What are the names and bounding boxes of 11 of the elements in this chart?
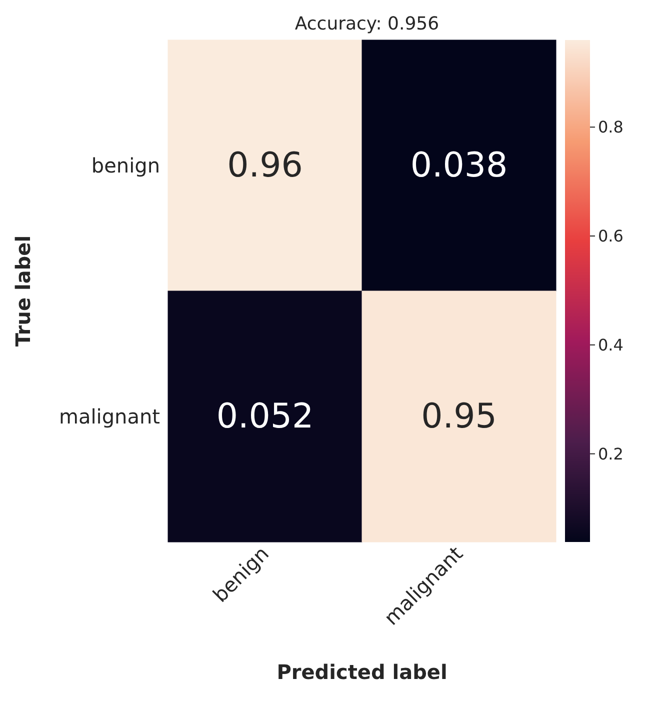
data-label: 0.95: [421, 396, 497, 436]
data-label: 0.96: [227, 146, 303, 186]
color-bar-label: 0.8: [598, 118, 624, 137]
chart-title: Accuracy: 0.956: [294, 14, 440, 34]
color-bar-label: 0.2: [598, 444, 624, 464]
data-label: 0.038: [410, 146, 508, 186]
color-bar-label: 0.6: [598, 226, 624, 246]
data-label: 0.052: [216, 396, 314, 436]
x-axis-title: Predicted label: [276, 660, 448, 684]
y-axis-title: True label: [11, 235, 35, 347]
color-bar-label: 0.4: [598, 335, 624, 354]
